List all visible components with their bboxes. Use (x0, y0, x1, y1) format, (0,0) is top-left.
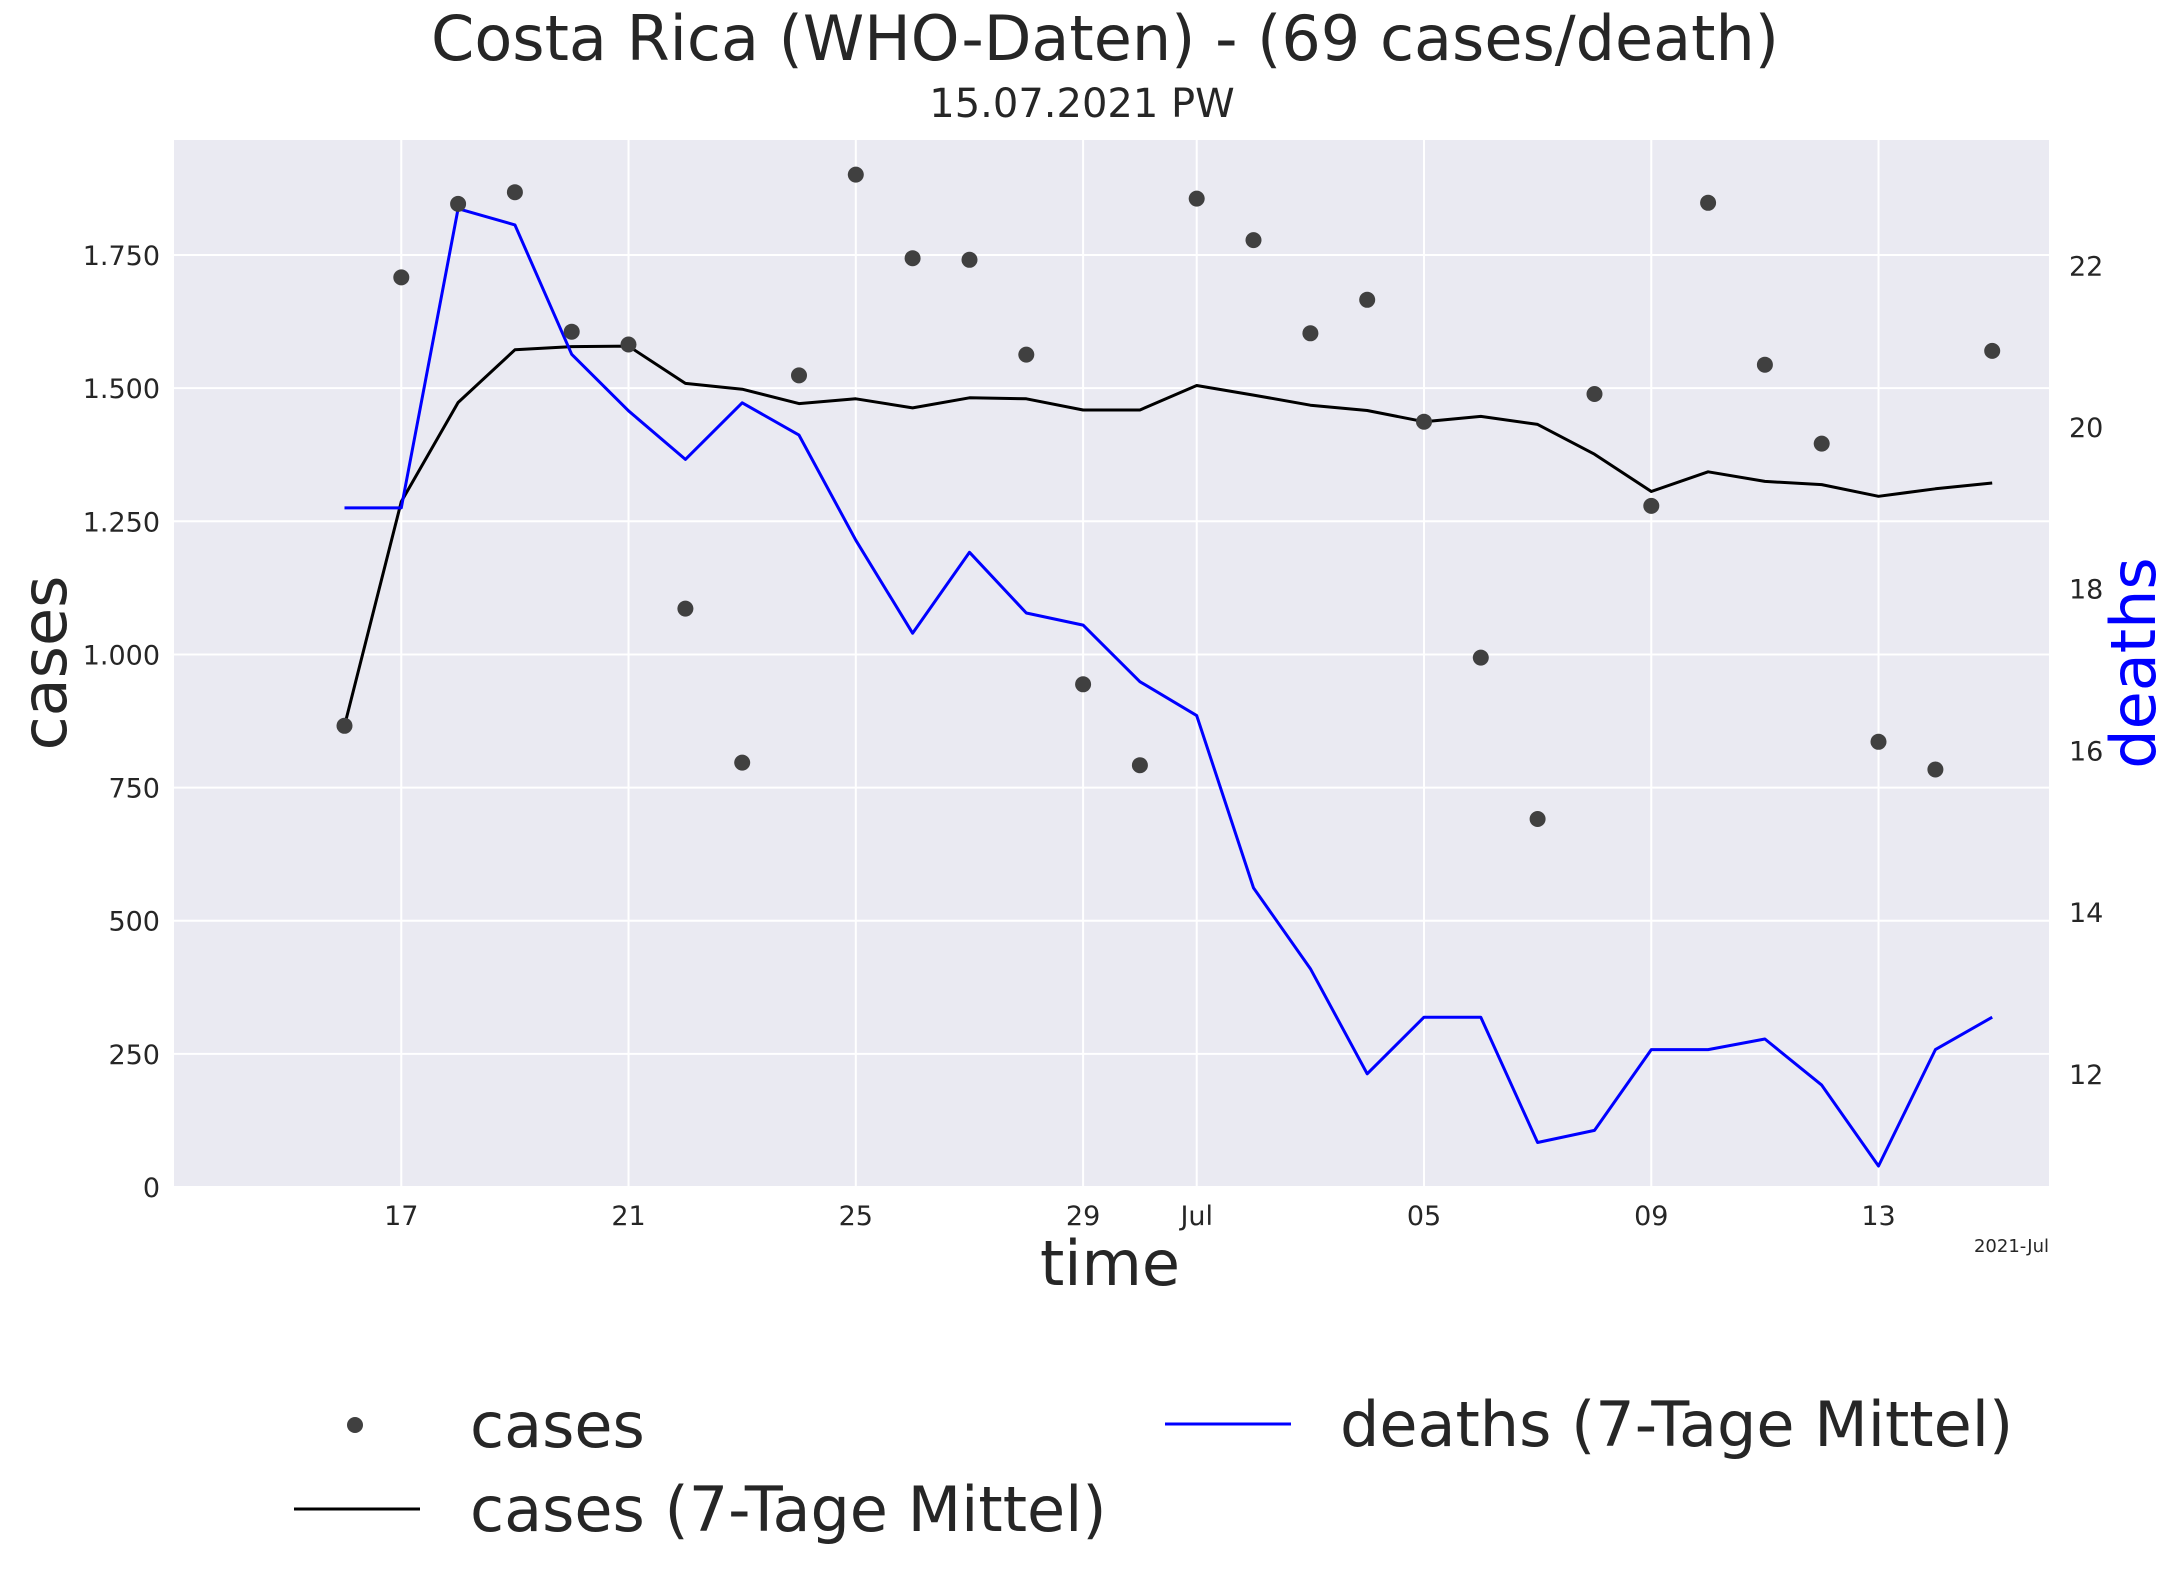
y-tick-label: 1.000 (83, 640, 160, 671)
x-tick-label: 29 (1066, 1201, 1100, 1232)
cases-point (1813, 435, 1830, 452)
legend: cases cases (7-Tage Mittel) deaths (7-Ta… (294, 1388, 2013, 1546)
deaths-avg-line (344, 207, 1993, 1168)
y2-tick-label: 20 (2069, 413, 2103, 444)
plot-area (174, 140, 2049, 1187)
cases-point (904, 250, 921, 267)
x-offset-label: 2021-Jul (1974, 1236, 2049, 1257)
cases-point (1927, 761, 1944, 778)
x-tick-label: 25 (839, 1201, 873, 1232)
cases-point (734, 754, 751, 771)
x-tick-label: 05 (1407, 1201, 1441, 1232)
cases-point (677, 600, 694, 617)
cases-avg-line (343, 344, 1993, 727)
x-tick-label: 17 (384, 1201, 418, 1232)
cases-point (450, 195, 467, 212)
legend-label-deaths-avg: deaths (7-Tage Mittel) (1340, 1388, 2013, 1461)
cases-point (791, 367, 807, 384)
cases-point (847, 166, 864, 183)
cases-point (1984, 342, 2001, 359)
legend-label-cases-avg: cases (7-Tage Mittel) (470, 1473, 1107, 1546)
cases-point (1359, 291, 1376, 308)
cases-point (563, 323, 580, 340)
cases-point (961, 251, 978, 268)
cases-point (1416, 413, 1432, 430)
series-layer (336, 166, 2001, 1168)
cases-point (1188, 190, 1205, 207)
cases-point (393, 269, 410, 286)
cases-point (1586, 386, 1603, 402)
chart-title: Costa Rica (WHO-Daten) - (69 cases/death… (431, 2, 1779, 75)
cases-point (1472, 649, 1489, 666)
x-tick-label: 13 (1861, 1201, 1895, 1232)
x-tick-label: 09 (1634, 1201, 1668, 1232)
y-axis-label: cases (8, 576, 81, 751)
y-tick-labels: 0 250 500 750 1.000 1.250 1.500 1.750 (83, 241, 160, 1204)
y2-tick-label: 12 (2069, 1060, 2103, 1091)
y-tick-label: 500 (108, 907, 160, 938)
y2-axis-label: deaths (2097, 557, 2162, 768)
cases-point (506, 184, 523, 201)
cases-point (1529, 811, 1546, 827)
cases-point (1643, 497, 1660, 514)
x-axis-label: time (1040, 1227, 1180, 1300)
y-tick-label: 1.250 (83, 507, 160, 538)
cases-point (1245, 232, 1262, 249)
chart-subtitle: 15.07.2021 PW (929, 81, 1234, 127)
y-tick-label: 0 (143, 1173, 160, 1204)
cases-point (1756, 356, 1773, 373)
y2-tick-label: 16 (2069, 736, 2103, 767)
y2-tick-label: 18 (2069, 575, 2103, 606)
y-tick-label: 750 (108, 774, 160, 805)
y2-tick-label: 22 (2069, 251, 2103, 282)
cases-point (336, 717, 353, 734)
y-tick-label: 250 (108, 1040, 160, 1071)
x-tick-labels: 17 21 25 29 Jul 05 09 13 (384, 1201, 1896, 1232)
y-tick-label: 1.750 (83, 241, 160, 272)
y-tick-label: 1.500 (83, 374, 160, 405)
x-tick-label: 21 (611, 1201, 645, 1232)
x-tick-label: Jul (1178, 1201, 1213, 1232)
x-gridlines (400, 140, 1880, 1187)
cases-point (620, 336, 637, 353)
cases-point (1870, 733, 1887, 750)
legend-label-cases: cases (470, 1389, 645, 1462)
y2-tick-label: 14 (2069, 898, 2103, 929)
cases-point (1131, 757, 1148, 774)
cases-point (1700, 194, 1717, 211)
cases-point (1018, 346, 1035, 363)
cases-point (1302, 325, 1319, 342)
y2-tick-labels: 12 14 16 18 20 22 (2069, 251, 2103, 1090)
legend-marker-cases (347, 1417, 363, 1433)
cases-point (1075, 676, 1092, 693)
